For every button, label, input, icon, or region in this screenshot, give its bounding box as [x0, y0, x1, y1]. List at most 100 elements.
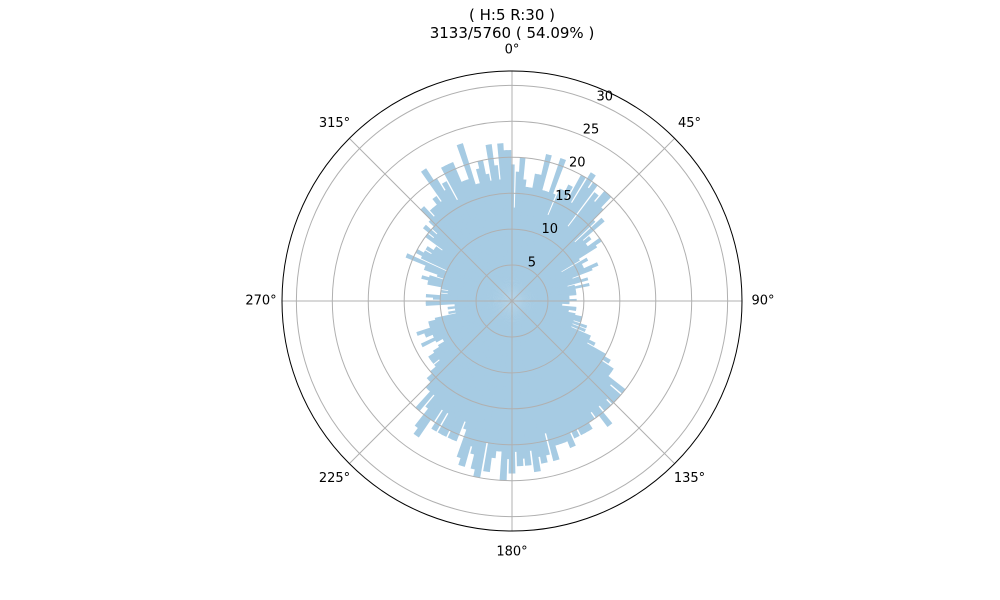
polar-bar [432, 236, 512, 301]
polar-bar [512, 199, 597, 301]
polar-bar [512, 301, 559, 447]
polar-bar [428, 301, 512, 327]
r-tick-label: 10 [542, 222, 559, 237]
polar-bar [420, 301, 512, 348]
polar-bar [416, 301, 512, 336]
polar-bar [512, 301, 609, 402]
polar-bar [492, 165, 512, 301]
polar-bar [512, 301, 580, 431]
polar-bar [425, 301, 512, 391]
grid-group [282, 71, 742, 531]
polar-bar [512, 301, 541, 473]
polar-bar [434, 301, 512, 368]
theta-tick-label: 135° [674, 471, 705, 486]
polar-bar [441, 165, 512, 301]
polar-bar [512, 301, 560, 462]
polar-bar [512, 301, 532, 466]
polar-bar [462, 179, 512, 301]
polar-bar [432, 195, 512, 301]
polar-bar [512, 284, 576, 301]
theta-labels-group: 0° 45° 90° 135° 180° 225° 270° 315° [245, 43, 774, 560]
polar-bar [512, 262, 583, 301]
polar-bar [512, 257, 580, 301]
polar-bar [459, 180, 512, 301]
polar-bar [429, 207, 512, 301]
polar-bar [432, 301, 512, 354]
polar-bar [448, 301, 512, 315]
polar-bar [423, 301, 512, 336]
polar-bar [512, 301, 576, 449]
polar-bar [512, 240, 576, 301]
polar-bar [428, 301, 512, 360]
polar-bar [432, 301, 512, 397]
polar-bar [512, 301, 534, 452]
polar-bar [420, 168, 512, 301]
polar-bar [444, 163, 512, 301]
polar-bar [454, 301, 512, 308]
polar-bar [434, 203, 512, 301]
polar-bar [441, 181, 512, 301]
polar-bar [512, 270, 563, 301]
polar-bar [512, 301, 602, 408]
polar-bar [512, 264, 584, 301]
polar-bar [512, 301, 601, 418]
polar-bar [501, 150, 512, 301]
polar-bar [512, 301, 580, 439]
polar-frame [281, 70, 743, 532]
polar-bar [475, 167, 512, 301]
polar-bar [438, 301, 512, 362]
polar-bar [433, 301, 512, 339]
polar-bar [476, 182, 512, 301]
polar-bar [512, 301, 626, 394]
polar-bar [455, 301, 512, 315]
polar-bar [512, 301, 619, 402]
polar-bar [512, 301, 574, 434]
polar-bar [512, 289, 577, 301]
polar-bar [454, 301, 512, 310]
polar-bar [456, 143, 512, 301]
polar-bar [485, 144, 512, 301]
polar-bar [512, 301, 524, 467]
bars-group [405, 143, 626, 481]
polar-bar [432, 205, 512, 301]
polar-bar [422, 224, 512, 301]
polar-bar [505, 150, 512, 301]
theta-tick-label: 225° [319, 471, 350, 486]
polar-bar [512, 193, 612, 301]
polar-bar [442, 189, 512, 301]
polar-bar [512, 262, 599, 301]
polar-bar [429, 301, 512, 362]
polar-bar [512, 287, 576, 301]
polar-bar [415, 301, 512, 412]
polar-bar [512, 217, 605, 301]
polar-bar [437, 301, 512, 348]
polar-bar [512, 190, 609, 301]
polar-bar [512, 301, 570, 443]
r-labels-group: 5 10 15 20 25 30 [528, 89, 613, 270]
polar-bar [512, 301, 592, 424]
polar-bar [512, 301, 563, 446]
polar-bar [512, 301, 594, 414]
polar-bar [512, 244, 589, 301]
polar-bar [512, 301, 595, 422]
polar-bar [512, 301, 612, 409]
polar-bar [512, 206, 604, 301]
polar-bar [512, 301, 550, 456]
polar-bar [431, 301, 512, 364]
theta-gridline [511, 138, 675, 302]
polar-bar [512, 296, 570, 301]
polar-bar [439, 200, 512, 301]
polar-bar [512, 301, 621, 399]
polar-bar [454, 301, 512, 306]
polar-bar [512, 244, 598, 301]
polar-bar [429, 301, 512, 329]
polar-bar [497, 143, 512, 301]
polar-bar [447, 301, 512, 310]
r-tick-label: 30 [597, 89, 614, 104]
theta-gridline [511, 300, 675, 464]
polar-bar [420, 206, 512, 301]
polar-bar [432, 301, 512, 337]
theta-tick-label: 270° [245, 294, 276, 309]
polar-bar [484, 173, 512, 301]
r-tick-label: 25 [583, 122, 600, 137]
